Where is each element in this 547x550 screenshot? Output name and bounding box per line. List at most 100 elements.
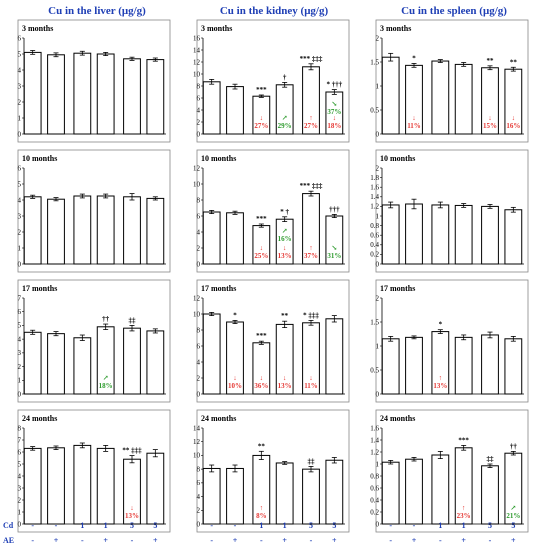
y-tick-label: 1 [18,244,22,252]
bar [23,331,42,395]
significance-label: * † [280,208,289,216]
change-arrow: ↓ [512,114,516,122]
y-tick-label: 8 [197,326,201,334]
change-arrow: ↓ [233,374,237,382]
y-tick-label: 6 [18,448,22,456]
y-tick-label: 0.8 [370,222,379,230]
bar [481,334,499,395]
significance-label: *** ‡‡‡ [300,55,323,63]
y-tick-label: 7 [18,436,22,444]
change-percent: 23% [457,512,471,520]
y-tick-label: 7 [18,294,22,302]
bar [96,447,115,525]
y-tick-label: 2 [197,244,201,252]
panel-label: 17 months [201,284,236,293]
bar [325,459,344,525]
change-arrow: ↓ [130,504,134,512]
y-tick-label: 1 [376,460,380,468]
cd-dose-label: 1 [438,521,442,530]
y-tick-label: 3 [18,82,22,90]
significance-label: *** [256,86,267,94]
y-tick-label: 0 [197,130,201,138]
change-arrow: ↑ [309,244,313,252]
ae-sign-label: + [282,536,287,545]
significance-label: * [439,321,443,329]
change-arrow: ↓ [488,114,492,122]
y-tick-label: 12 [193,438,201,446]
bar [405,458,423,525]
significance-label: † [283,73,287,81]
y-tick-label: 8 [18,424,22,432]
bar [73,195,92,265]
bar [481,205,499,265]
change-arrow: ↑ [439,374,443,382]
change-arrow: ↑ [462,504,466,512]
change-arrow: ↓ [260,374,264,382]
y-tick-label: 3 [18,349,22,357]
panel-kidney-3: 24 months 0 2 4 6 8 10 12 14 ** ↑8% ‡‡ [193,409,350,533]
bar [504,338,523,395]
ae-sign-label: - [31,536,34,545]
cd-dose-label: - [413,521,416,530]
y-tick-label: 6 [197,342,201,350]
y-tick-label: 0.4 [370,496,379,504]
change-percent: 21% [506,512,520,520]
bar [47,333,65,395]
ae-sign-label: + [153,536,158,545]
y-tick-label: 6 [197,212,201,220]
y-tick-label: 14 [193,46,201,54]
change-percent: 18% [327,122,341,130]
change-arrow: ↓ [412,114,416,122]
y-tick-label: 8 [197,196,201,204]
bar [381,56,400,135]
change-percent: 10% [228,382,242,390]
y-tick-label: 1 [18,377,22,385]
y-tick-label: 6 [197,479,201,487]
y-tick-label: 0 [18,130,22,138]
cd-dose-label: 1 [462,521,466,530]
panel-label: 10 months [22,154,57,163]
panel-label: 3 months [380,24,411,33]
ae-sign-label: - [310,536,313,545]
bar [202,81,221,135]
bar [454,336,473,395]
change-percent: 27% [304,122,318,130]
ae-sign-label: - [489,536,492,545]
y-tick-label: 6 [18,164,22,172]
y-tick-label: 0 [18,520,22,528]
panel-frame [17,19,171,143]
change-percent: 36% [254,382,268,390]
ae-sign-label: + [511,536,516,545]
bar [504,209,523,265]
bar [73,337,92,395]
change-percent: 16% [506,122,520,130]
bar [96,53,115,135]
significance-label: ** ‡‡‡ [122,447,142,455]
bar [226,467,244,525]
ae-sign-label: + [103,536,108,545]
change-arrow: ↑ [309,114,313,122]
panel-label: 3 months [201,24,232,33]
change-arrow: ↗ [103,374,109,382]
cd-dose-label: 5 [488,521,492,530]
change-percent: 37% [304,252,318,260]
panel-frame [375,409,529,533]
y-tick-label: 1.5 [370,318,379,326]
y-tick-label: 2 [18,228,22,236]
bar [47,447,65,525]
y-tick-label: 0.5 [370,366,379,374]
ae-sign-label: - [81,536,84,545]
change-arrow: ↓ [260,244,264,252]
cd-dose-label: 1 [104,521,108,530]
bar [302,468,320,525]
significance-label: ††† [329,205,340,213]
significance-label: ‡‡ [487,455,495,463]
y-tick-label: 3 [18,484,22,492]
cd-dose-label: 1 [80,521,84,530]
significance-label: ‡‡ [308,457,316,465]
